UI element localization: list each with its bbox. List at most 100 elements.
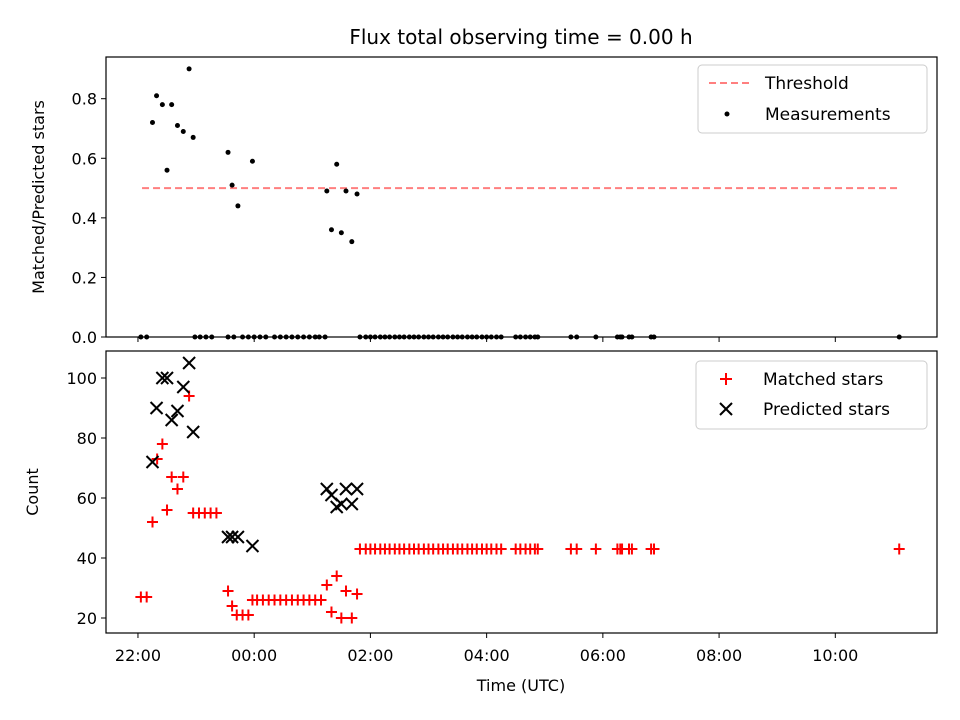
top-y-tick-label: 0.2 <box>72 268 97 287</box>
top-y-tick-label: 0.4 <box>72 209 97 228</box>
measurements-point <box>225 149 231 155</box>
top-y-axis-label: Matched/Predicted stars <box>29 100 48 294</box>
matched-stars-point <box>171 483 183 495</box>
predicted-stars-point <box>176 380 190 394</box>
bottom-legend-box <box>695 360 928 430</box>
matched-legend-label: Matched stars <box>763 370 883 390</box>
bottom-y-tick-label: 20 <box>77 609 97 628</box>
measurements-point <box>338 230 344 236</box>
matched-stars-point <box>571 543 583 555</box>
measurements-point <box>343 188 349 194</box>
matched-stars-point <box>161 504 173 516</box>
bottom-y-tick-label: 60 <box>77 489 97 508</box>
measurements-point <box>169 102 175 108</box>
measurements-point <box>159 102 165 108</box>
matched-stars-point <box>532 543 544 555</box>
matched-stars-point <box>335 612 347 624</box>
measurements-point <box>354 191 360 197</box>
top-legend-box <box>697 64 928 134</box>
matched-stars-point <box>151 453 163 465</box>
matched-stars-point <box>340 585 352 597</box>
predicted-legend-swatch <box>719 402 733 416</box>
measurements-legend-swatch <box>724 111 730 117</box>
matched-stars-point <box>495 543 507 555</box>
predicted-stars-point <box>155 371 170 385</box>
predicted-stars-point <box>149 401 164 415</box>
matched-stars-point <box>156 438 168 450</box>
matched-stars-point <box>331 570 343 582</box>
matched-stars-point <box>325 606 337 618</box>
top-plot-frame <box>105 56 938 338</box>
matched-stars-point <box>166 471 178 483</box>
measurements-point <box>324 188 330 194</box>
matched-legend-swatch <box>720 373 732 385</box>
x-tick-label: 02:00 <box>347 646 393 665</box>
x-tick-label: 22:00 <box>115 646 161 665</box>
x-tick-label: 08:00 <box>696 646 742 665</box>
predicted-stars-point <box>245 539 260 553</box>
measurements-legend-label: Measurements <box>765 105 891 125</box>
x-tick-label: 00:00 <box>231 646 277 665</box>
bottom-legend: Matched stars Predicted stars <box>695 360 928 430</box>
matched-stars-point <box>626 543 638 555</box>
measurements-point <box>190 134 196 140</box>
measurements-point <box>328 227 334 233</box>
predicted-stars-point <box>345 497 359 511</box>
predicted-stars-point <box>350 482 364 496</box>
x-tick-label: 10:00 <box>812 646 858 665</box>
x-tick-label: 04:00 <box>464 646 510 665</box>
matched-stars-point <box>351 588 363 600</box>
bottom-y-tick-label: 100 <box>66 369 97 388</box>
threshold-legend-label: Threshold <box>764 74 849 94</box>
top-y-tick-label: 0.8 <box>72 90 97 109</box>
bottom-y-tick-label: 80 <box>77 429 97 448</box>
predicted-stars-point <box>164 413 179 427</box>
matched-stars-point <box>177 471 189 483</box>
matched-stars-point <box>893 543 905 555</box>
measurements-point <box>164 167 170 173</box>
matched-stars-point <box>141 591 153 603</box>
x-tick-label: 06:00 <box>580 646 626 665</box>
predicted-stars-point <box>221 530 235 544</box>
predicted-legend-label: Predicted stars <box>763 400 890 420</box>
top-y-tick-label: 0.0 <box>72 328 97 347</box>
measurements-point <box>349 239 355 245</box>
matched-stars-point <box>648 543 660 555</box>
x-axis-label: Time (UTC) <box>476 676 565 695</box>
measurements-point <box>235 203 241 209</box>
predicted-stars-point <box>339 482 353 496</box>
matched-stars-point <box>242 609 254 621</box>
matched-stars-point <box>346 612 358 624</box>
predicted-stars-point <box>334 497 349 511</box>
matched-stars-point <box>210 507 222 519</box>
matched-stars-point <box>315 594 327 606</box>
measurements-point <box>334 161 340 167</box>
predicted-stars-point <box>170 404 185 418</box>
top-legend: Threshold Measurements <box>697 64 928 134</box>
top-y-tick-label: 0.6 <box>72 149 97 168</box>
predicted-stars-point <box>145 455 160 469</box>
measurements-point <box>186 66 192 72</box>
matched-stars-point <box>222 585 234 597</box>
measurements-point <box>154 93 160 99</box>
predicted-stars-point <box>225 530 239 544</box>
bottom-plot-frame <box>105 350 938 634</box>
matched-stars-point <box>321 579 333 591</box>
bottom-y-tick-label: 40 <box>77 549 97 568</box>
predicted-stars-point <box>231 530 245 544</box>
predicted-stars-point <box>182 356 196 370</box>
bottom-plot: 20 40 60 80 100 22:00 00:00 02:00 04:00 06:00 08:0… <box>66 356 905 665</box>
matched-stars-point <box>146 516 158 528</box>
measurements-point <box>174 123 180 129</box>
chart-title: Flux total observing time = 0.00 h <box>349 25 692 49</box>
predicted-stars-point <box>160 371 174 385</box>
bottom-y-axis-label: Count <box>23 468 42 516</box>
measurements-point <box>180 128 186 134</box>
measurements-point <box>249 158 255 164</box>
predicted-stars-point <box>186 425 200 439</box>
measurements-point <box>229 182 235 188</box>
measurements-point <box>149 120 155 126</box>
matched-stars-point <box>226 600 238 612</box>
matched-stars-point <box>590 543 602 555</box>
